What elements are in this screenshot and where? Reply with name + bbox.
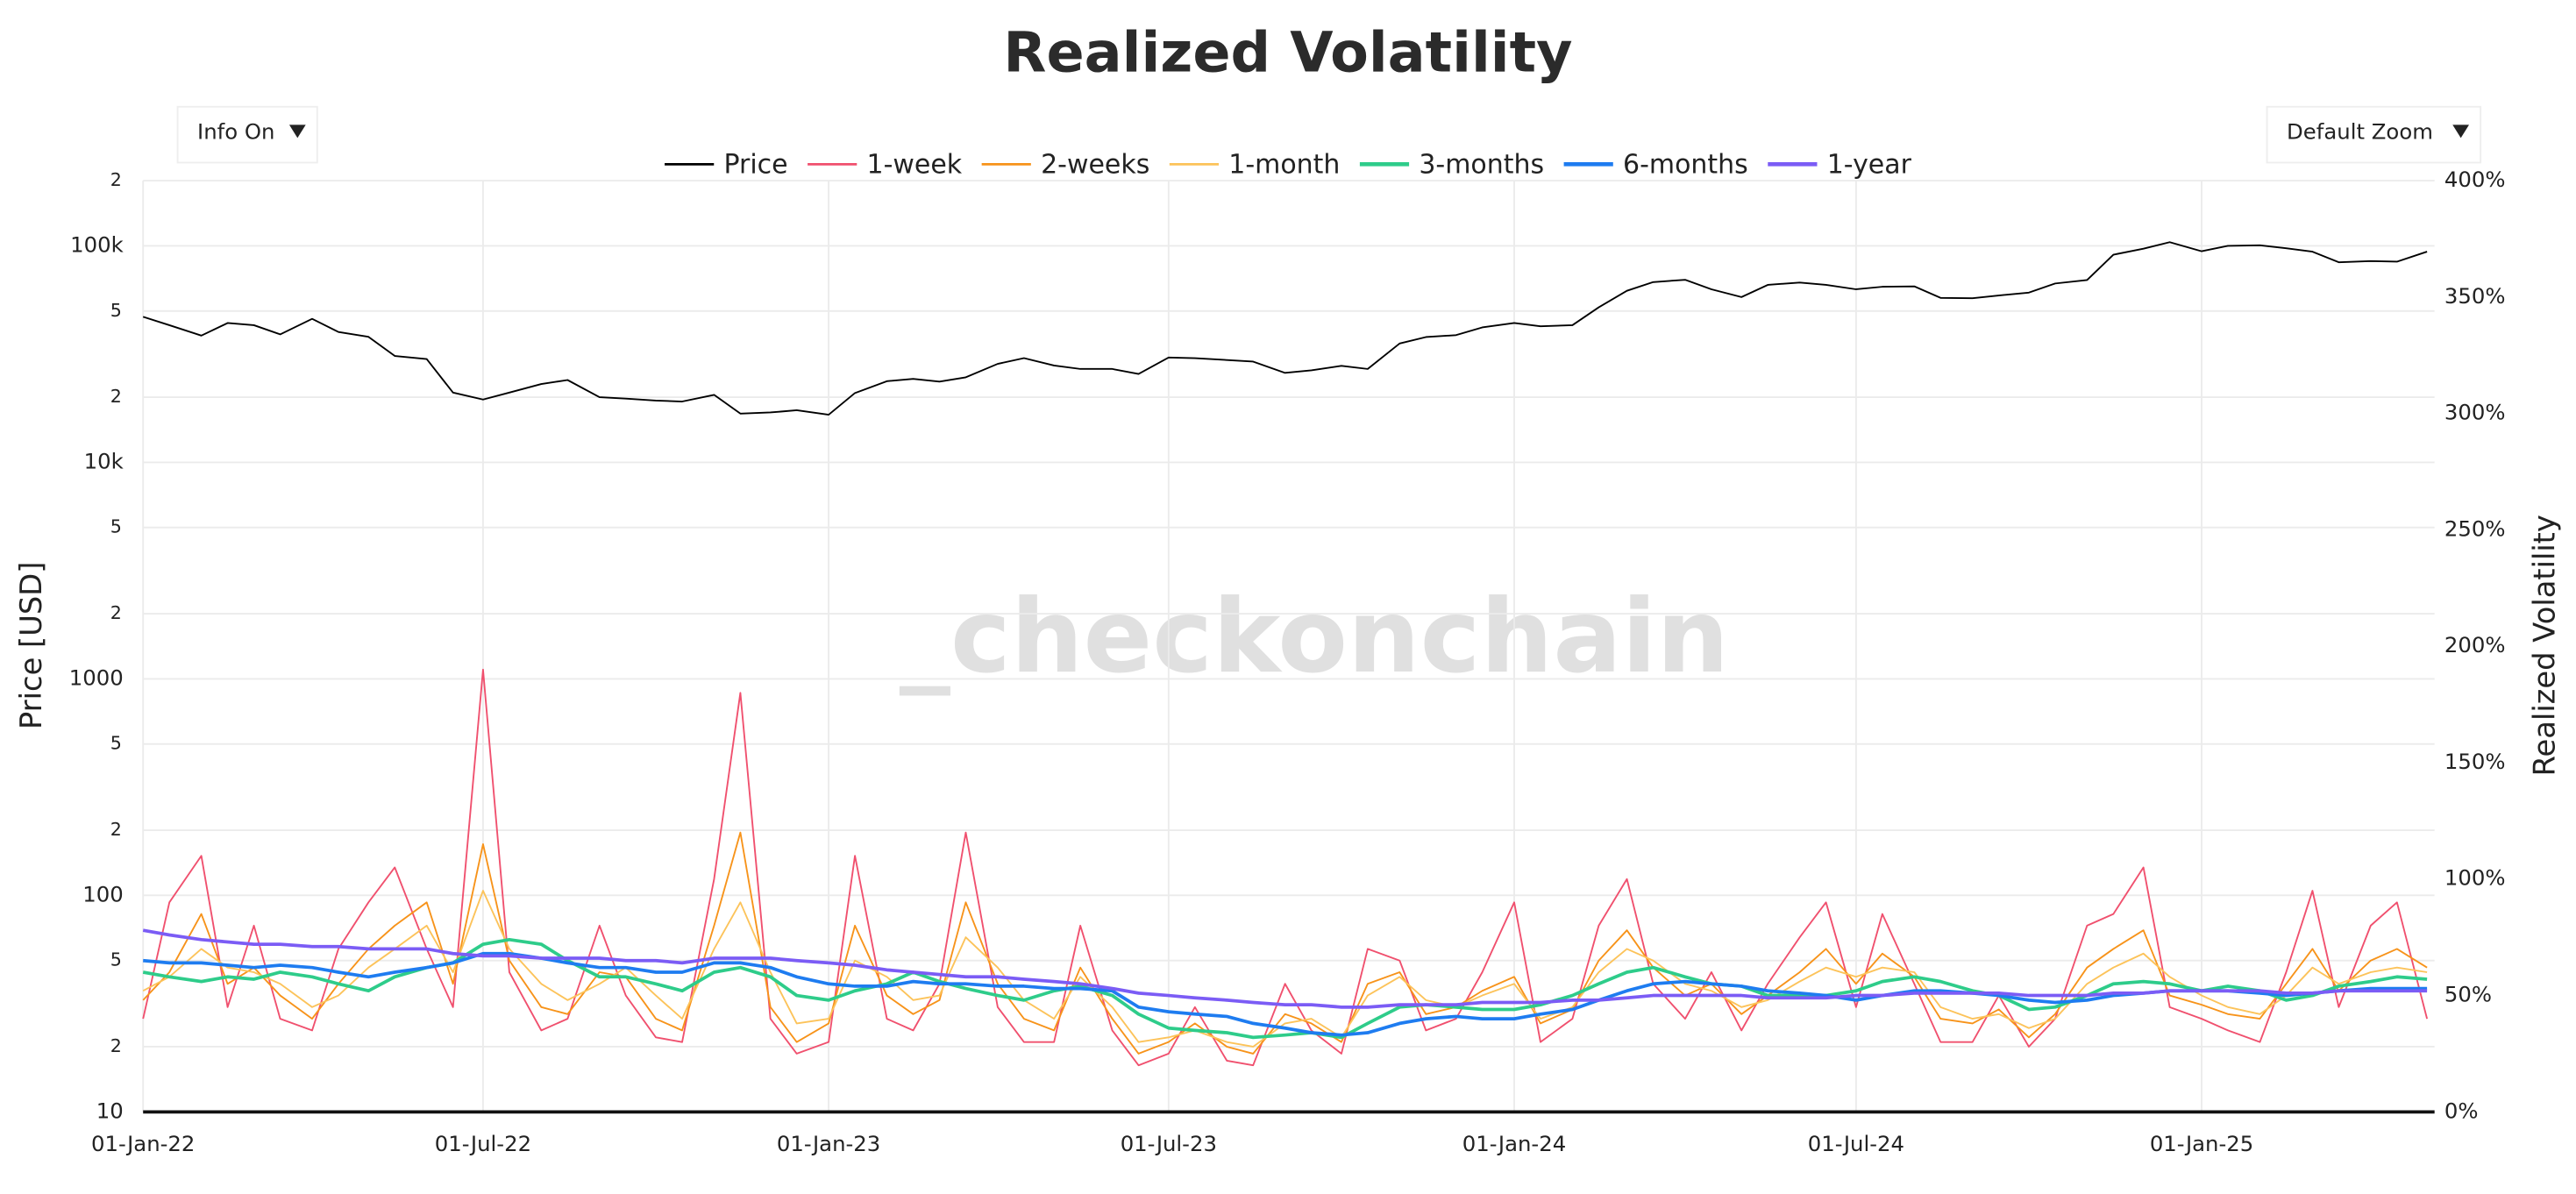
y2-tick-label: 0% — [2444, 1098, 2479, 1123]
x-tick-label: 01-Jul-24 — [1808, 1131, 1904, 1156]
y-tick-label: 2 — [110, 819, 122, 840]
series-line — [142, 241, 2428, 416]
y-tick-label: 10 — [96, 1098, 124, 1123]
y-tick-label: 5 — [110, 300, 122, 321]
y-tick-label: 1000 — [69, 665, 124, 690]
y-tick-label: 5 — [110, 516, 122, 537]
y-tick-label: 10k — [84, 448, 125, 473]
x-tick-label: 01-Jan-25 — [2150, 1131, 2253, 1156]
series-line — [142, 668, 2429, 1067]
x-tick-label: 01-Jan-24 — [1462, 1131, 1566, 1156]
watermark: _checkonchain — [900, 578, 1729, 696]
x-tick-label: 01-Jul-23 — [1121, 1131, 1217, 1156]
legend-label: 3-months — [1419, 150, 1544, 181]
legend-label: 2-weeks — [1041, 150, 1149, 181]
zoom-dropdown[interactable]: Default Zoom — [2266, 105, 2482, 164]
legend: Price 1-week 2-weeks 1-month 3-months 6-month… — [665, 150, 1912, 181]
dropdown-arrow[interactable] — [288, 124, 306, 139]
dropdown-label[interactable]: Default Zoom — [2287, 119, 2433, 145]
y2-tick-label: 350% — [2444, 283, 2506, 309]
y-tick-label: 5 — [110, 949, 122, 970]
legend-label: 1-month — [1228, 150, 1340, 181]
x-tick-label: 01-Jan-23 — [777, 1131, 880, 1156]
y2-tick-label: 150% — [2444, 749, 2506, 774]
series-line — [142, 928, 2428, 1009]
y2-tick-label: 100% — [2444, 865, 2506, 891]
legend-label: 1-week — [867, 150, 963, 181]
info-dropdown[interactable]: Info On — [176, 105, 318, 164]
y2-tick-label: 400% — [2444, 167, 2506, 192]
legend-label: 6-months — [1623, 150, 1748, 181]
y-tick-label: 100k — [70, 231, 124, 257]
dropdown-box[interactable] — [176, 105, 318, 164]
y-tick-label: 2 — [110, 169, 122, 190]
y-tick-label: 2 — [110, 1035, 122, 1056]
x-tick-label: 01-Jan-22 — [91, 1131, 195, 1156]
series-line — [142, 890, 2428, 1048]
y-axis-title: Price [USD] — [14, 562, 48, 729]
x-tick-label: 01-Jul-22 — [435, 1131, 531, 1156]
y2-axis-title: Realized Volatility — [2528, 515, 2562, 776]
dropdown-label[interactable]: Info On — [197, 119, 274, 145]
legend-label: 1-year — [1827, 150, 1912, 181]
series-line — [142, 937, 2428, 1040]
y2-tick-label: 50% — [2444, 982, 2492, 1007]
y2-tick-label: 300% — [2444, 400, 2506, 425]
dropdown-arrow[interactable] — [2452, 124, 2470, 139]
legend-label: Price — [723, 150, 787, 181]
y-tick-label: 2 — [110, 602, 122, 623]
y2-tick-label: 250% — [2444, 515, 2506, 541]
y-tick-label: 100 — [82, 881, 123, 906]
y2-tick-label: 200% — [2444, 632, 2506, 657]
dropdown-box[interactable] — [2266, 105, 2482, 164]
y-tick-label: 5 — [110, 733, 122, 754]
chart-title: Realized Volatility — [1003, 20, 1572, 85]
y-tick-label: 2 — [110, 386, 122, 407]
